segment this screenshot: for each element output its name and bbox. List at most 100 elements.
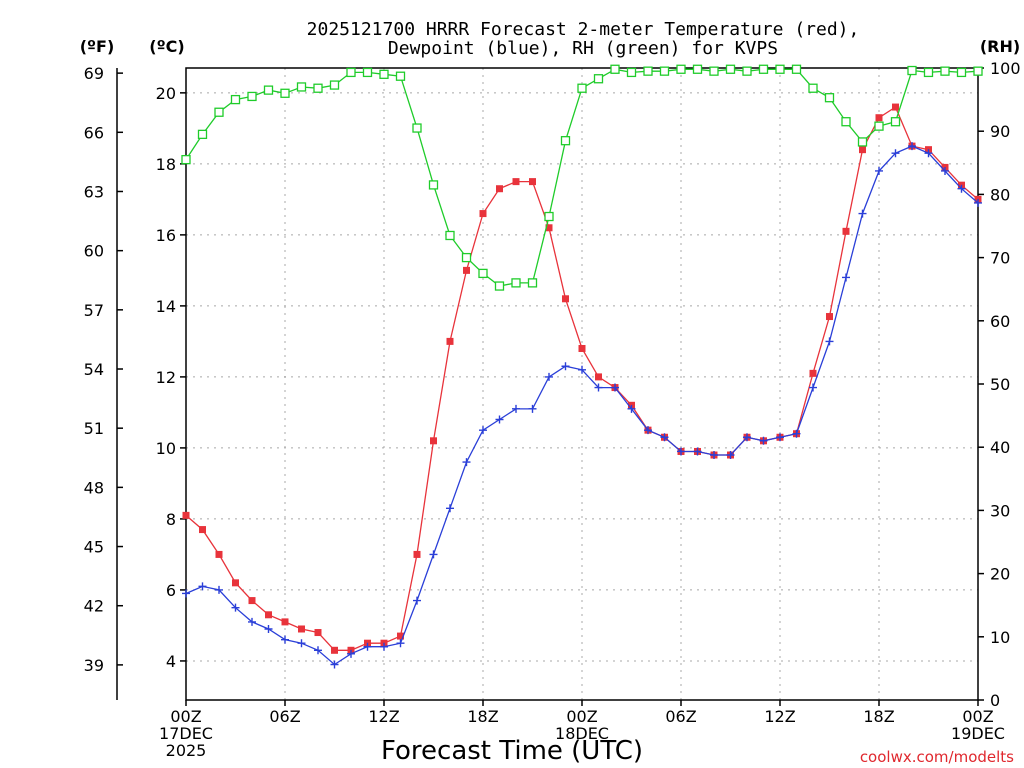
dewpoint-point: [644, 426, 652, 435]
x-tick-label: 18Z: [863, 707, 894, 726]
dewpoint-point: [842, 273, 850, 282]
rh-point: [676, 64, 686, 74]
dewpoint-point: [792, 429, 801, 438]
rh-point: [461, 252, 472, 263]
celsius-tick-label: 16: [156, 226, 176, 245]
rh-point: [742, 66, 752, 76]
x-tick-label: 00Z: [566, 707, 597, 726]
dewpoint-point: [462, 458, 471, 467]
rh-point: [709, 66, 719, 76]
rh-point: [263, 85, 274, 95]
rh-point: [775, 64, 785, 74]
dewpoint-point: [875, 166, 883, 175]
rh-tick-label: 0: [990, 691, 1000, 710]
dewpoint-point: [578, 365, 586, 374]
dewpoint-point: [512, 404, 520, 413]
fahrenheit-tick-label: 45: [84, 538, 104, 557]
temperature-point: [430, 437, 437, 445]
temperature-point: [397, 632, 404, 640]
dewpoint-point: [330, 660, 339, 669]
rh-point: [329, 80, 340, 90]
rh-point: [494, 281, 505, 291]
x-tick-label: 00Z: [170, 707, 201, 726]
x-tick-label: 19DEC: [951, 724, 1005, 743]
temperature-point: [199, 526, 206, 534]
x-tick-label: 06Z: [665, 707, 696, 726]
temperature-point: [595, 373, 602, 381]
rh-point: [923, 67, 934, 78]
temperature-point: [496, 185, 503, 193]
rh-point: [758, 64, 769, 74]
dewpoint-point: [710, 451, 718, 460]
temperature-point: [875, 114, 883, 122]
temperature-point: [463, 266, 470, 274]
temperature-series: [182, 103, 982, 654]
dewpoint-point: [825, 337, 834, 346]
dewpoint-point: [495, 415, 504, 424]
series-layer: [181, 64, 983, 669]
fahrenheit-unit-label: (ºF): [80, 37, 115, 56]
rh-point: [626, 67, 637, 78]
dewpoint-point: [446, 504, 454, 513]
rh-tick-label: 20: [990, 565, 1010, 584]
rh-tick-label: 50: [990, 375, 1010, 394]
temperature-point: [413, 550, 421, 558]
rh-point: [725, 64, 736, 74]
rh-tick-label: 100: [990, 59, 1021, 78]
dewpoint-point: [611, 383, 619, 392]
dewpoint-point: [908, 142, 916, 151]
celsius-tick-label: 14: [156, 297, 176, 316]
dewpoint-point: [924, 149, 933, 158]
celsius-tick-label: 6: [166, 581, 176, 600]
temperature-point: [479, 210, 487, 218]
dewpoint-point: [677, 447, 685, 456]
rh-point: [643, 66, 653, 76]
dewpoint-point: [413, 596, 421, 605]
x-tick-label: 12Z: [368, 707, 399, 726]
fahrenheit-tick-label: 57: [84, 301, 104, 320]
dewpoint-point: [264, 624, 273, 633]
temperature-point: [182, 511, 190, 519]
y-axis-ticks: 4 6 8 10 12 14 16 18 20 39 42 45 48 51 54 57 60 63 66 69 0 10…: [84, 59, 1021, 710]
chart-title: 2025121700 HRRR Forecast 2-meter Tempera…: [307, 19, 860, 59]
temperature-point: [265, 611, 272, 619]
temperature-point: [842, 227, 850, 235]
temperature-point: [232, 579, 239, 587]
rh-point: [560, 136, 571, 146]
rh-point: [874, 121, 884, 131]
temperature-point: [826, 313, 833, 321]
fahrenheit-tick-label: 54: [84, 360, 104, 379]
celsius-tick-label: 10: [156, 439, 176, 458]
rh-point: [214, 107, 224, 117]
temperature-point: [331, 646, 338, 654]
x-tick-label: 17DEC: [159, 724, 213, 743]
rh-point: [857, 137, 868, 147]
rh-point: [890, 117, 901, 127]
dewpoint-point: [314, 646, 322, 655]
dewpoint-point: [248, 617, 256, 626]
fahrenheit-tick-label: 39: [84, 656, 104, 675]
rh-point: [940, 66, 950, 76]
temperature-point: [562, 295, 569, 303]
rh-point: [296, 82, 307, 92]
dewpoint-point: [380, 642, 388, 651]
dewpoint-point: [974, 198, 982, 207]
rh-point: [478, 268, 488, 279]
dewpoint-point: [726, 451, 735, 460]
dewpoint-point: [396, 639, 405, 648]
rh-point: [544, 211, 554, 222]
dewpoint-point: [561, 362, 570, 371]
rh-tick-label: 70: [990, 249, 1010, 268]
rh-point: [577, 83, 587, 93]
temperature-point: [314, 629, 322, 637]
rh-tick-label: 60: [990, 312, 1010, 331]
rh-tick-label: 40: [990, 438, 1010, 457]
dewpoint-point: [479, 426, 487, 435]
temperature-point: [809, 369, 817, 377]
temperature-point: [578, 344, 586, 352]
rh-point: [791, 64, 802, 74]
rh-tick-label: 30: [990, 501, 1010, 520]
rh-point: [692, 64, 703, 74]
celsius-tick-label: 8: [166, 510, 176, 529]
